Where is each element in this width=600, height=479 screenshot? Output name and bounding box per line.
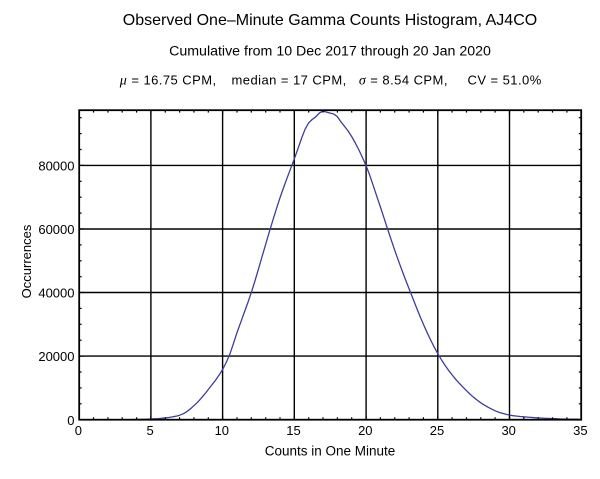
svg-text:60000: 60000 [38, 222, 74, 237]
svg-text:Cumulative from 10 Dec 2017 th: Cumulative from 10 Dec 2017 through 20 J… [169, 44, 491, 60]
svg-text:median = 17 CPM,: median = 17 CPM, [232, 72, 347, 87]
svg-text:Occurrences: Occurrences [19, 224, 34, 298]
svg-text:CV = 51.0%: CV = 51.0% [468, 72, 542, 87]
svg-text:20000: 20000 [38, 349, 74, 364]
svg-text:40000: 40000 [38, 286, 74, 301]
svg-text:20: 20 [358, 423, 372, 438]
svg-text:μ = 16.75 CPM,: μ = 16.75 CPM, [119, 72, 217, 88]
svg-text:Observed One–Minute Gamma Coun: Observed One–Minute Gamma Counts Histogr… [123, 12, 537, 29]
svg-text:5: 5 [146, 423, 153, 438]
svg-text:15: 15 [286, 423, 300, 438]
svg-text:25: 25 [430, 423, 444, 438]
svg-text:10: 10 [215, 423, 229, 438]
svg-text:35: 35 [573, 423, 587, 438]
svg-text:80000: 80000 [38, 159, 74, 174]
svg-text:0: 0 [67, 413, 74, 428]
svg-text:30: 30 [501, 423, 515, 438]
svg-text:0: 0 [75, 423, 82, 438]
svg-text:Counts in One Minute: Counts in One Minute [265, 444, 396, 459]
svg-text:σ = 8.54 CPM,: σ = 8.54 CPM, [359, 72, 448, 88]
